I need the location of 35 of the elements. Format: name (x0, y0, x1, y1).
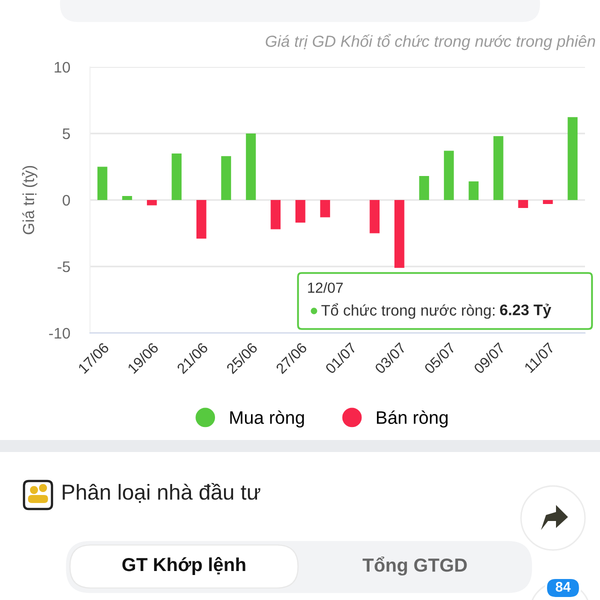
bar (370, 200, 380, 234)
y-tick-label: 5 (62, 128, 70, 140)
legend-label: Bán ròng (376, 410, 448, 428)
bar (542, 200, 553, 204)
bar (419, 176, 430, 200)
text: Tổng GTGD (362, 556, 467, 576)
annotation: 12/07 (308, 282, 343, 293)
y-tick-label: 0 (62, 194, 70, 206)
text: 84 (556, 582, 571, 592)
bar (493, 136, 504, 200)
legend-label: Mua ròng (230, 410, 304, 428)
annotation: Tổ chức trong nước ròng: (321, 303, 494, 319)
bar (295, 200, 306, 223)
y-tick-label: -10 (49, 328, 70, 339)
bar (270, 200, 281, 230)
bar (394, 200, 404, 268)
chart-title: Giá trị GD Khối tổ chức trong nước trong phiên (266, 34, 596, 50)
y-tick-label: -5 (58, 262, 70, 272)
bar (122, 196, 132, 200)
bar (320, 200, 330, 218)
bar (196, 200, 206, 239)
y-tick-label: 10 (54, 62, 70, 73)
bar (246, 134, 256, 200)
bar (221, 156, 232, 200)
y-axis-title: Giá trị (tỷ) (22, 166, 38, 234)
bar (146, 200, 157, 206)
bar (468, 181, 479, 200)
bar (97, 166, 108, 200)
bar (172, 153, 182, 200)
bar (444, 150, 454, 200)
bar (518, 200, 528, 208)
text: Phân loại nhà đầu tư (62, 483, 260, 503)
bar (568, 117, 578, 200)
text: GT Khớp lệnh (122, 557, 246, 575)
annotation: 6.23 Tỷ (500, 304, 552, 318)
